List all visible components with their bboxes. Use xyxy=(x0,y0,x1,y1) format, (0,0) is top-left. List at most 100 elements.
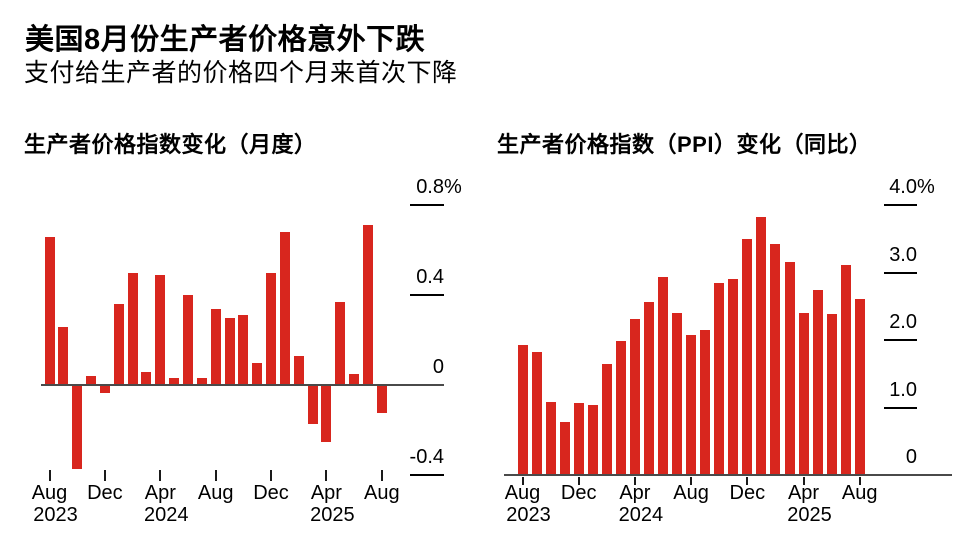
chart-bar xyxy=(629,319,640,475)
x-tick-label: Aug xyxy=(31,482,68,504)
chart-bar xyxy=(224,317,235,385)
year-label: 2023 xyxy=(506,504,551,526)
chart-bar xyxy=(293,355,304,386)
chart-bar xyxy=(321,386,332,443)
y-tick-label: 3.0 xyxy=(889,243,917,266)
chart-bar xyxy=(72,386,83,470)
y-tick-label: 4.0% xyxy=(889,176,935,198)
chart-bar xyxy=(587,404,598,475)
x-tick-label: Apr xyxy=(787,482,820,504)
x-tick-label: Apr xyxy=(144,482,176,504)
x-tick xyxy=(214,470,217,481)
x-tick xyxy=(270,470,272,481)
x-axis-line xyxy=(41,384,444,386)
x-tick-label: Aug xyxy=(364,482,400,504)
year-label: 2023 xyxy=(33,504,78,526)
y-tick-label: 0.8% xyxy=(416,176,462,198)
page-title: 美国8月份生产者价格意外下跌 xyxy=(25,24,426,56)
year-label: 2025 xyxy=(310,504,355,526)
y-tick-line xyxy=(884,406,917,409)
chart-bar xyxy=(644,302,654,475)
chart-bar xyxy=(770,243,781,475)
x-tick-label: Aug xyxy=(197,482,234,504)
y-tick-label: 1.0 xyxy=(889,378,917,401)
x-tick xyxy=(521,477,524,485)
x-tick xyxy=(48,470,51,481)
x-tick-label: Dec xyxy=(87,482,123,504)
x-tick xyxy=(746,477,749,485)
x-tick-label: Aug xyxy=(504,482,541,504)
y-tick-label: 2.0 xyxy=(889,311,917,333)
chart-bar xyxy=(183,295,193,385)
x-tick xyxy=(103,470,106,481)
x-axis-line xyxy=(504,474,952,476)
chart-bar xyxy=(127,272,138,385)
chart-bar xyxy=(840,265,851,475)
chart-bar xyxy=(349,373,360,386)
y-tick-label: -0.4 xyxy=(409,446,444,468)
chart-yoy-title: 生产者价格指数（PPI）变化（同比） xyxy=(497,132,872,157)
x-tick xyxy=(802,477,805,485)
y-tick-line xyxy=(884,339,917,341)
chart-monthly-title: 生产者价格指数变化（月度） xyxy=(24,132,317,157)
y-axis-unit: % xyxy=(917,176,935,198)
chart-bar xyxy=(517,345,528,475)
chart-bar xyxy=(573,403,584,475)
x-tick xyxy=(633,477,636,485)
x-tick xyxy=(380,470,383,481)
x-tick-label: Apr xyxy=(619,482,651,504)
y-tick-line xyxy=(410,294,444,296)
chart-bar xyxy=(798,313,809,475)
x-tick-label: Aug xyxy=(841,482,878,504)
x-tick-label: Aug xyxy=(673,482,709,504)
chart-bar xyxy=(854,298,865,475)
chart-bar xyxy=(266,272,276,385)
x-tick xyxy=(159,470,162,481)
chart-bar xyxy=(279,232,290,385)
y-axis-unit: % xyxy=(444,176,462,198)
chart-bar xyxy=(196,378,207,386)
chart-bar xyxy=(210,308,221,385)
chart-bar xyxy=(658,277,668,475)
y-tick-line xyxy=(410,474,444,476)
chart-bar xyxy=(714,282,725,475)
chart-bar xyxy=(686,335,697,475)
year-label: 2024 xyxy=(618,504,664,526)
chart-bar xyxy=(601,364,612,475)
chart-bar xyxy=(307,386,318,425)
chart-bar xyxy=(826,314,837,476)
chart-bar xyxy=(44,236,55,385)
chart-bar xyxy=(376,386,387,413)
year-label: 2025 xyxy=(787,504,832,526)
chart-bar xyxy=(113,304,124,385)
chart-bar xyxy=(363,225,373,386)
chart-bar xyxy=(812,290,823,475)
chart-bar xyxy=(672,313,682,475)
x-tick-label: Dec xyxy=(253,482,289,504)
x-tick xyxy=(690,477,693,485)
chart-bar xyxy=(545,402,556,475)
y-tick-line xyxy=(410,204,444,206)
y-tick-label: 0 xyxy=(905,446,917,468)
chart-bar xyxy=(155,274,166,386)
chart-bar xyxy=(531,352,542,475)
chart-bar xyxy=(169,378,180,386)
chart-bar xyxy=(615,340,626,475)
chart-bar xyxy=(58,326,69,385)
chart-bar xyxy=(784,261,795,475)
y-tick-label: 0.4 xyxy=(416,266,444,288)
chart-bar xyxy=(335,301,346,386)
y-tick-label: 0 xyxy=(432,356,444,378)
x-tick-label: Dec xyxy=(560,482,597,504)
chart-bar xyxy=(559,422,570,475)
chart-bar xyxy=(756,216,767,475)
x-tick xyxy=(858,477,861,485)
page-subtitle: 支付给生产者的价格四个月来首次下降 xyxy=(24,59,458,87)
y-tick-line xyxy=(884,204,917,206)
x-tick-label: Dec xyxy=(729,482,766,504)
chart-bar xyxy=(141,371,152,385)
chart-bar xyxy=(700,329,711,475)
y-tick-line xyxy=(884,271,917,274)
chart-bar xyxy=(252,362,263,385)
